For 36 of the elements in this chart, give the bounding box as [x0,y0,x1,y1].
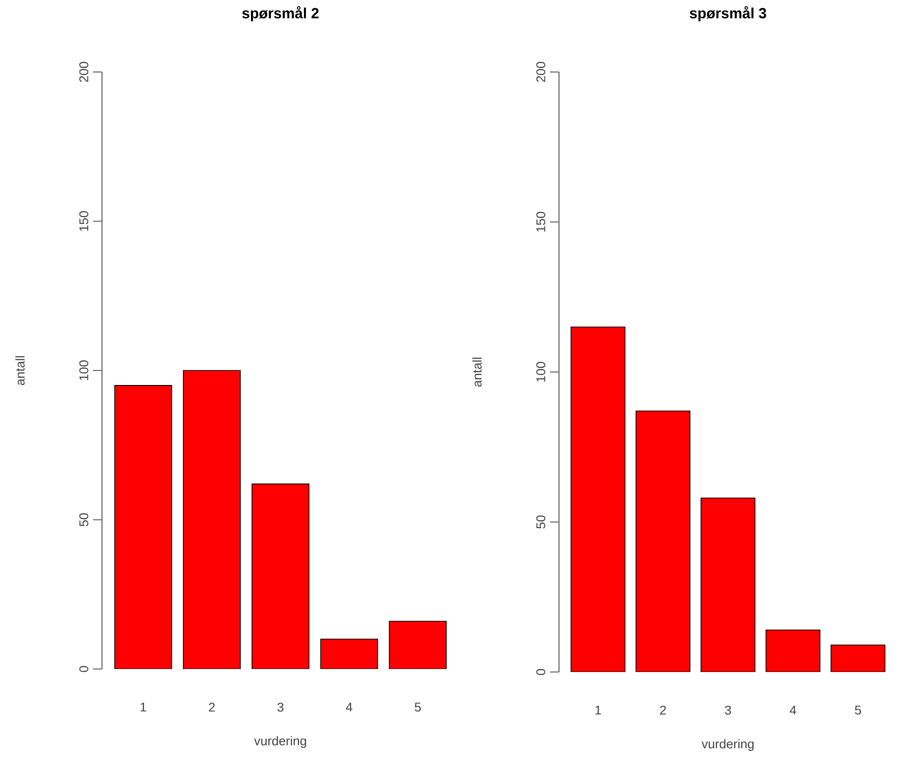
x-tick-label: 5 [414,702,421,712]
bar [182,370,241,669]
y-axis-title: antall [15,356,25,386]
bar [766,630,820,672]
bar [114,385,172,669]
bar [388,620,447,669]
chart-title: spørsmål 2 [242,6,319,22]
y-tick-label: 150 [536,212,546,232]
x-tick-label: 3 [277,702,284,712]
x-axis-title: vurdering [702,739,754,751]
y-tick-label: 0 [79,666,88,672]
x-tick-label: 2 [660,706,666,715]
y-tick-label: 100 [79,360,88,380]
y-tick-label: 100 [536,362,546,382]
y-tick-label: 150 [79,211,88,231]
bar [252,484,310,669]
x-tick-label: 3 [724,706,731,715]
x-axis-title: vurdering [254,736,306,748]
y-tick-label: 50 [79,513,88,526]
y-tick-label: 0 [536,668,546,676]
x-tick-label: 4 [346,702,352,712]
y-tick-label: 200 [79,62,88,82]
x-tick-label: 4 [790,706,796,714]
x-tick-label: 5 [854,706,861,715]
x-tick-label: 2 [208,702,215,712]
bar [830,644,886,672]
bar [700,498,756,672]
x-tick-label: 1 [595,706,601,714]
y-tick-label: 50 [536,515,546,529]
bar [320,638,378,669]
bar [636,410,690,672]
x-tick-label: 1 [140,702,146,712]
y-axis-title: antall [472,358,482,387]
chart-title: spørsmål 3 [690,6,766,22]
y-tick-label: 200 [536,62,546,82]
bar [570,326,626,672]
